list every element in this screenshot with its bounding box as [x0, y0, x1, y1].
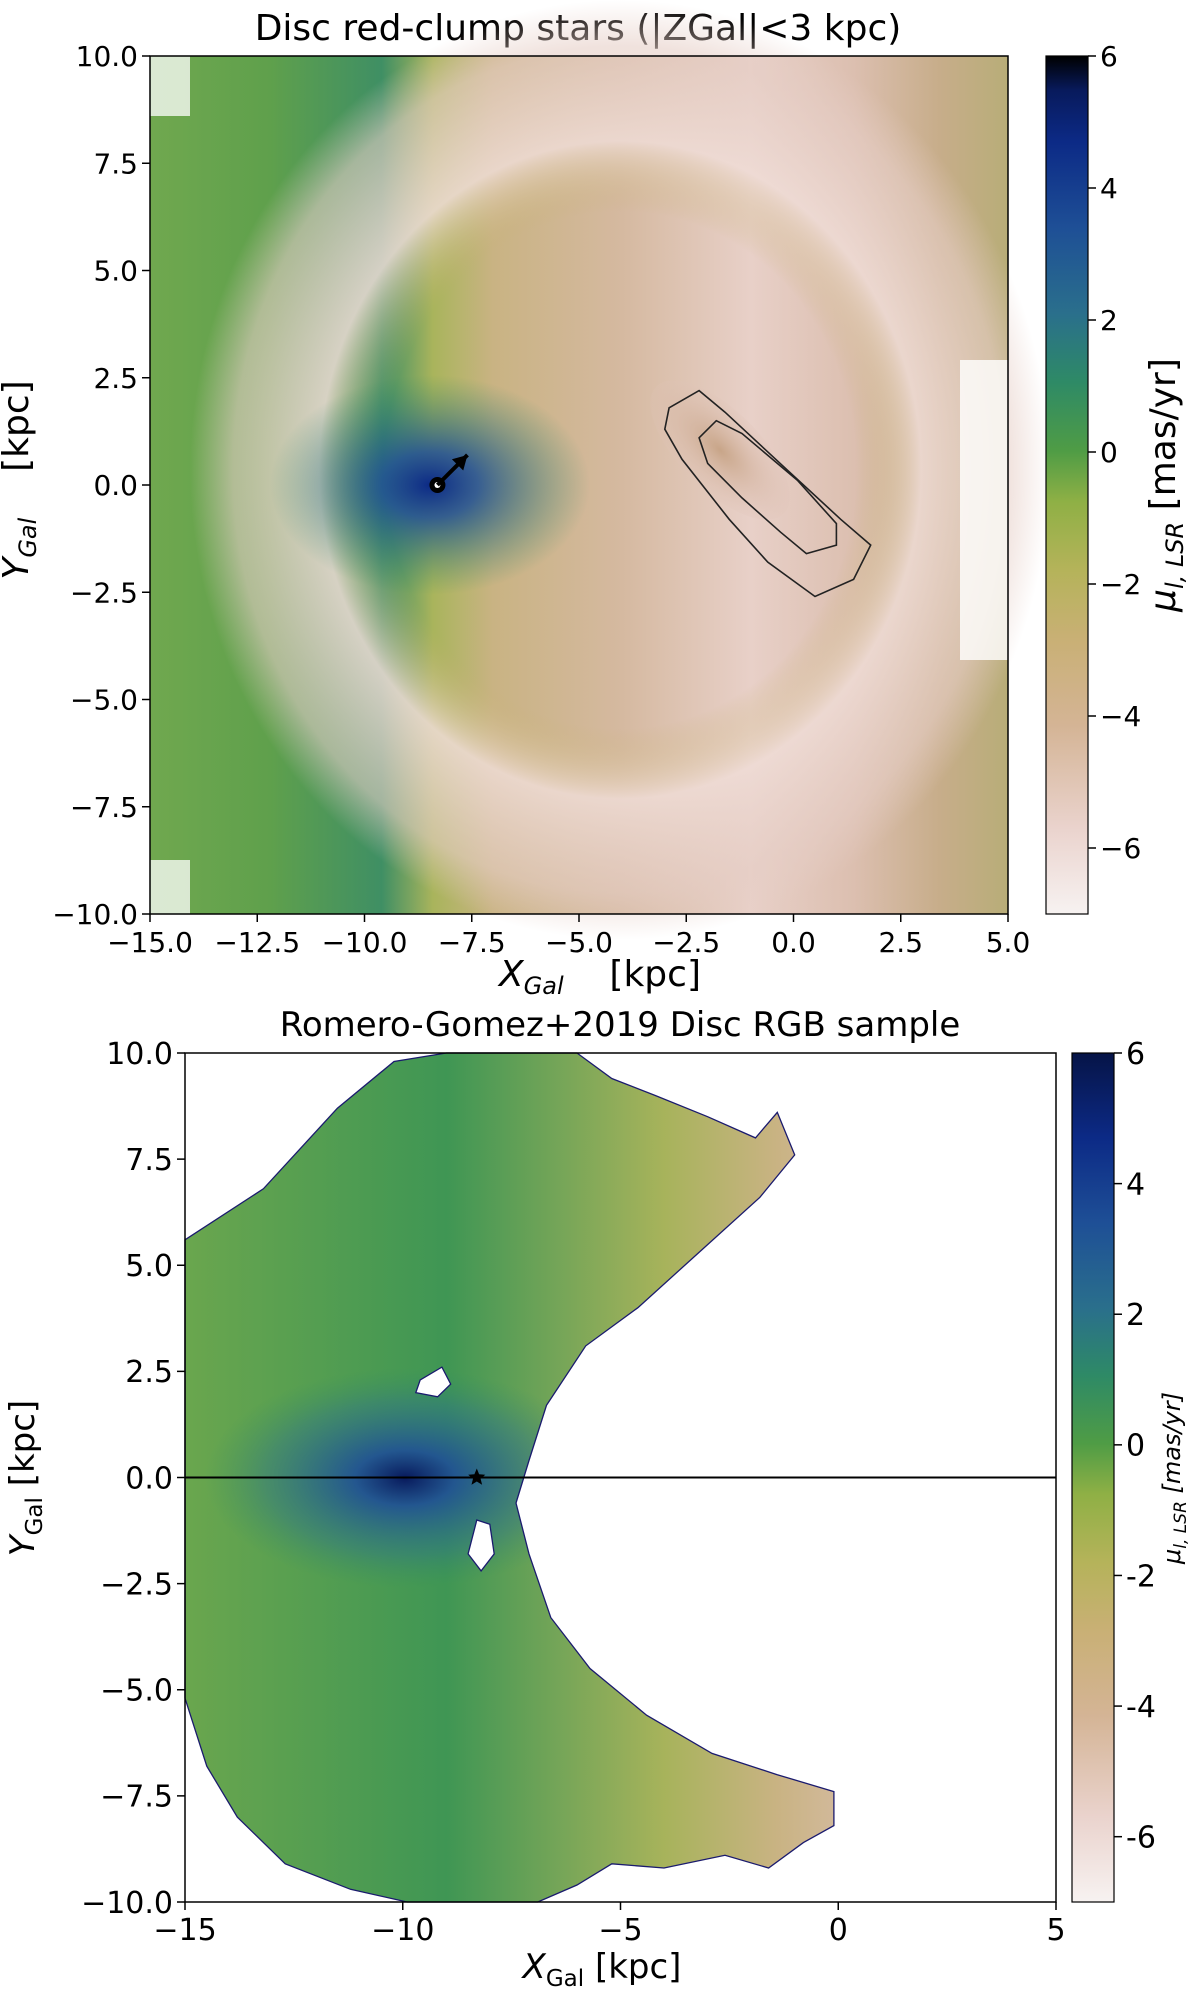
panel-red-clump: Disc red-clump stars (|ZGal|<3 kpc) −15.… [0, 0, 1189, 1000]
panel2-x-axis-label: XGal [kpc] [521, 1947, 682, 1992]
panel-romero-gomez: Romero-Gomez+2019 Disc RGB sample −15 −10… [3, 1005, 1191, 1992]
panel1-colorbar-strip [1045, 55, 1089, 915]
panel1-colorbar-tick-label: −4 [1100, 700, 1141, 733]
panel1-blank-right [960, 360, 1008, 660]
panel2-colorbar-strip [1071, 1052, 1115, 1903]
panel1-y-tick-label: 7.5 [93, 147, 138, 180]
panel1-bar-contours [663, 389, 872, 598]
panel2-data-holes [414, 1366, 495, 1572]
panel2-y-tick-label: −10.0 [81, 1886, 173, 1921]
panel1-x-tick-label: −7.5 [438, 926, 506, 959]
panel2-x-tick-label: 5 [1046, 1913, 1065, 1948]
panel2-colorbar-tick-label: 4 [1126, 1167, 1145, 1202]
panel1-y-tick-label: 2.5 [93, 362, 138, 395]
panel2-y-tick-label: −2.5 [100, 1567, 173, 1602]
panel1-y-tick-label: 5.0 [93, 255, 138, 288]
panel2-colorbar-ticks: -6 -4 -2 0 2 4 6 [1114, 1037, 1156, 1855]
panel1-y-tick-label: −7.5 [70, 791, 138, 824]
panel1-x-tick-label: −2.5 [652, 926, 720, 959]
panel2-colorbar-tick-label: 6 [1126, 1037, 1145, 1072]
panel1-x-ticks: −15.0 −12.5 −10.0 −7.5 −5.0 −2.5 0.0 2.5 5.0 [107, 914, 1030, 959]
panel1-contour-bar-outer [663, 389, 872, 598]
panel2-y-tick-label: 2.5 [125, 1355, 173, 1390]
panel2-y-tick-label: −5.0 [100, 1674, 173, 1709]
panel1-colorbar-tick-label: 6 [1100, 40, 1118, 73]
panel1-y-tick-label: 10.0 [76, 40, 138, 73]
panel1-colorbar-tick-label: −6 [1100, 832, 1141, 865]
panel1-x-tick-label: 5.0 [986, 926, 1031, 959]
panel1-x-tick-label: −5.0 [545, 926, 613, 959]
panel1-y-tick-label: −10.0 [52, 898, 138, 931]
panel1-pink-ring [190, 0, 1050, 940]
panel2-y-tick-label: −7.5 [100, 1780, 173, 1815]
panel1-colorbar: −6 −4 −2 0 2 4 6 μl, LSR [mas/yr] [1045, 40, 1189, 915]
panel1-x-tick-label: −10.0 [322, 926, 408, 959]
panel2-colorbar-tick-label: 2 [1126, 1298, 1145, 1333]
panel2-y-ticks: −10.0 −7.5 −5.0 −2.5 0.0 2.5 5.0 7.5 10.0 [81, 1037, 185, 1921]
panel1-contour-bar-inner [698, 419, 838, 555]
panel2-x-tick-label: −5 [598, 1913, 642, 1948]
panel2-colorbar: -6 -4 -2 0 2 4 6 μl, LSR [mas/yr] [1071, 1037, 1191, 1903]
panel2-data-hole [414, 1366, 452, 1398]
panel1-x-axis-label: XGal [kpc] [497, 954, 701, 1000]
panel2-colorbar-tick-label: 0 [1126, 1429, 1145, 1464]
panel1-x-tick-label: 2.5 [878, 926, 923, 959]
panel2-data-hole [467, 1519, 495, 1572]
panel2-y-tick-label: 0.0 [125, 1461, 173, 1496]
panel1-y-tick-label: 0.0 [93, 469, 138, 502]
panel2-x-tick-label: 0 [829, 1913, 848, 1948]
panel1-y-tick-label: −2.5 [70, 576, 138, 609]
panel2-y-tick-label: 5.0 [125, 1249, 173, 1284]
panel1-x-tick-label: −12.5 [214, 926, 300, 959]
panel2-markers [185, 1468, 1056, 1485]
panel2-x-tick-label: −10 [371, 1913, 434, 1948]
panel1-y-ticks: −10.0 −7.5 −5.0 −2.5 0.0 2.5 5.0 7.5 10.0 [52, 40, 150, 931]
panel2-y-axis-label: YGal [kpc] [3, 1400, 48, 1556]
panel1-colorbar-tick-label: 2 [1100, 304, 1118, 337]
panel1-y-tick-label: −5.0 [70, 684, 138, 717]
panel2-colorbar-tick-label: -2 [1126, 1559, 1156, 1594]
panel1-y-axis-label: YGal [kpc] [0, 380, 42, 579]
panel1-colorbar-tick-label: −2 [1100, 568, 1141, 601]
panel1-blank-corner-tl [150, 56, 190, 116]
panel1-colorbar-ticks: −6 −4 −2 0 2 4 6 [1088, 40, 1141, 865]
panel2-colorbar-tick-label: -6 [1126, 1820, 1156, 1855]
panel2-colorbar-tick-label: -4 [1126, 1690, 1156, 1725]
panel2-x-ticks: −15 −10 −5 0 5 [153, 1902, 1066, 1948]
panel1-x-tick-label: 0.0 [771, 926, 816, 959]
panel1-x-tick-label: −15.0 [107, 926, 193, 959]
panel1-heatmap [150, 0, 1050, 940]
panel2-title: Romero-Gomez+2019 Disc RGB sample [280, 1005, 961, 1045]
panel2-y-tick-label: 10.0 [106, 1037, 173, 1072]
panel1-markers [429, 453, 469, 493]
panel1-colorbar-label: μl, LSR [mas/yr] [1143, 358, 1189, 613]
panel1-blank-corner-bl [150, 860, 190, 914]
panel1-colorbar-tick-label: 0 [1100, 436, 1118, 469]
panel1-bar-glow [650, 380, 790, 520]
panel1-velocity-arrow-head [451, 454, 468, 471]
panel2-y-tick-label: 7.5 [125, 1143, 173, 1178]
panel2-x-tick-label: −15 [153, 1913, 216, 1948]
panel2-colorbar-label: μl, LSR [mas/yr] [1158, 1392, 1191, 1565]
panel1-colorbar-tick-label: 4 [1100, 172, 1118, 205]
